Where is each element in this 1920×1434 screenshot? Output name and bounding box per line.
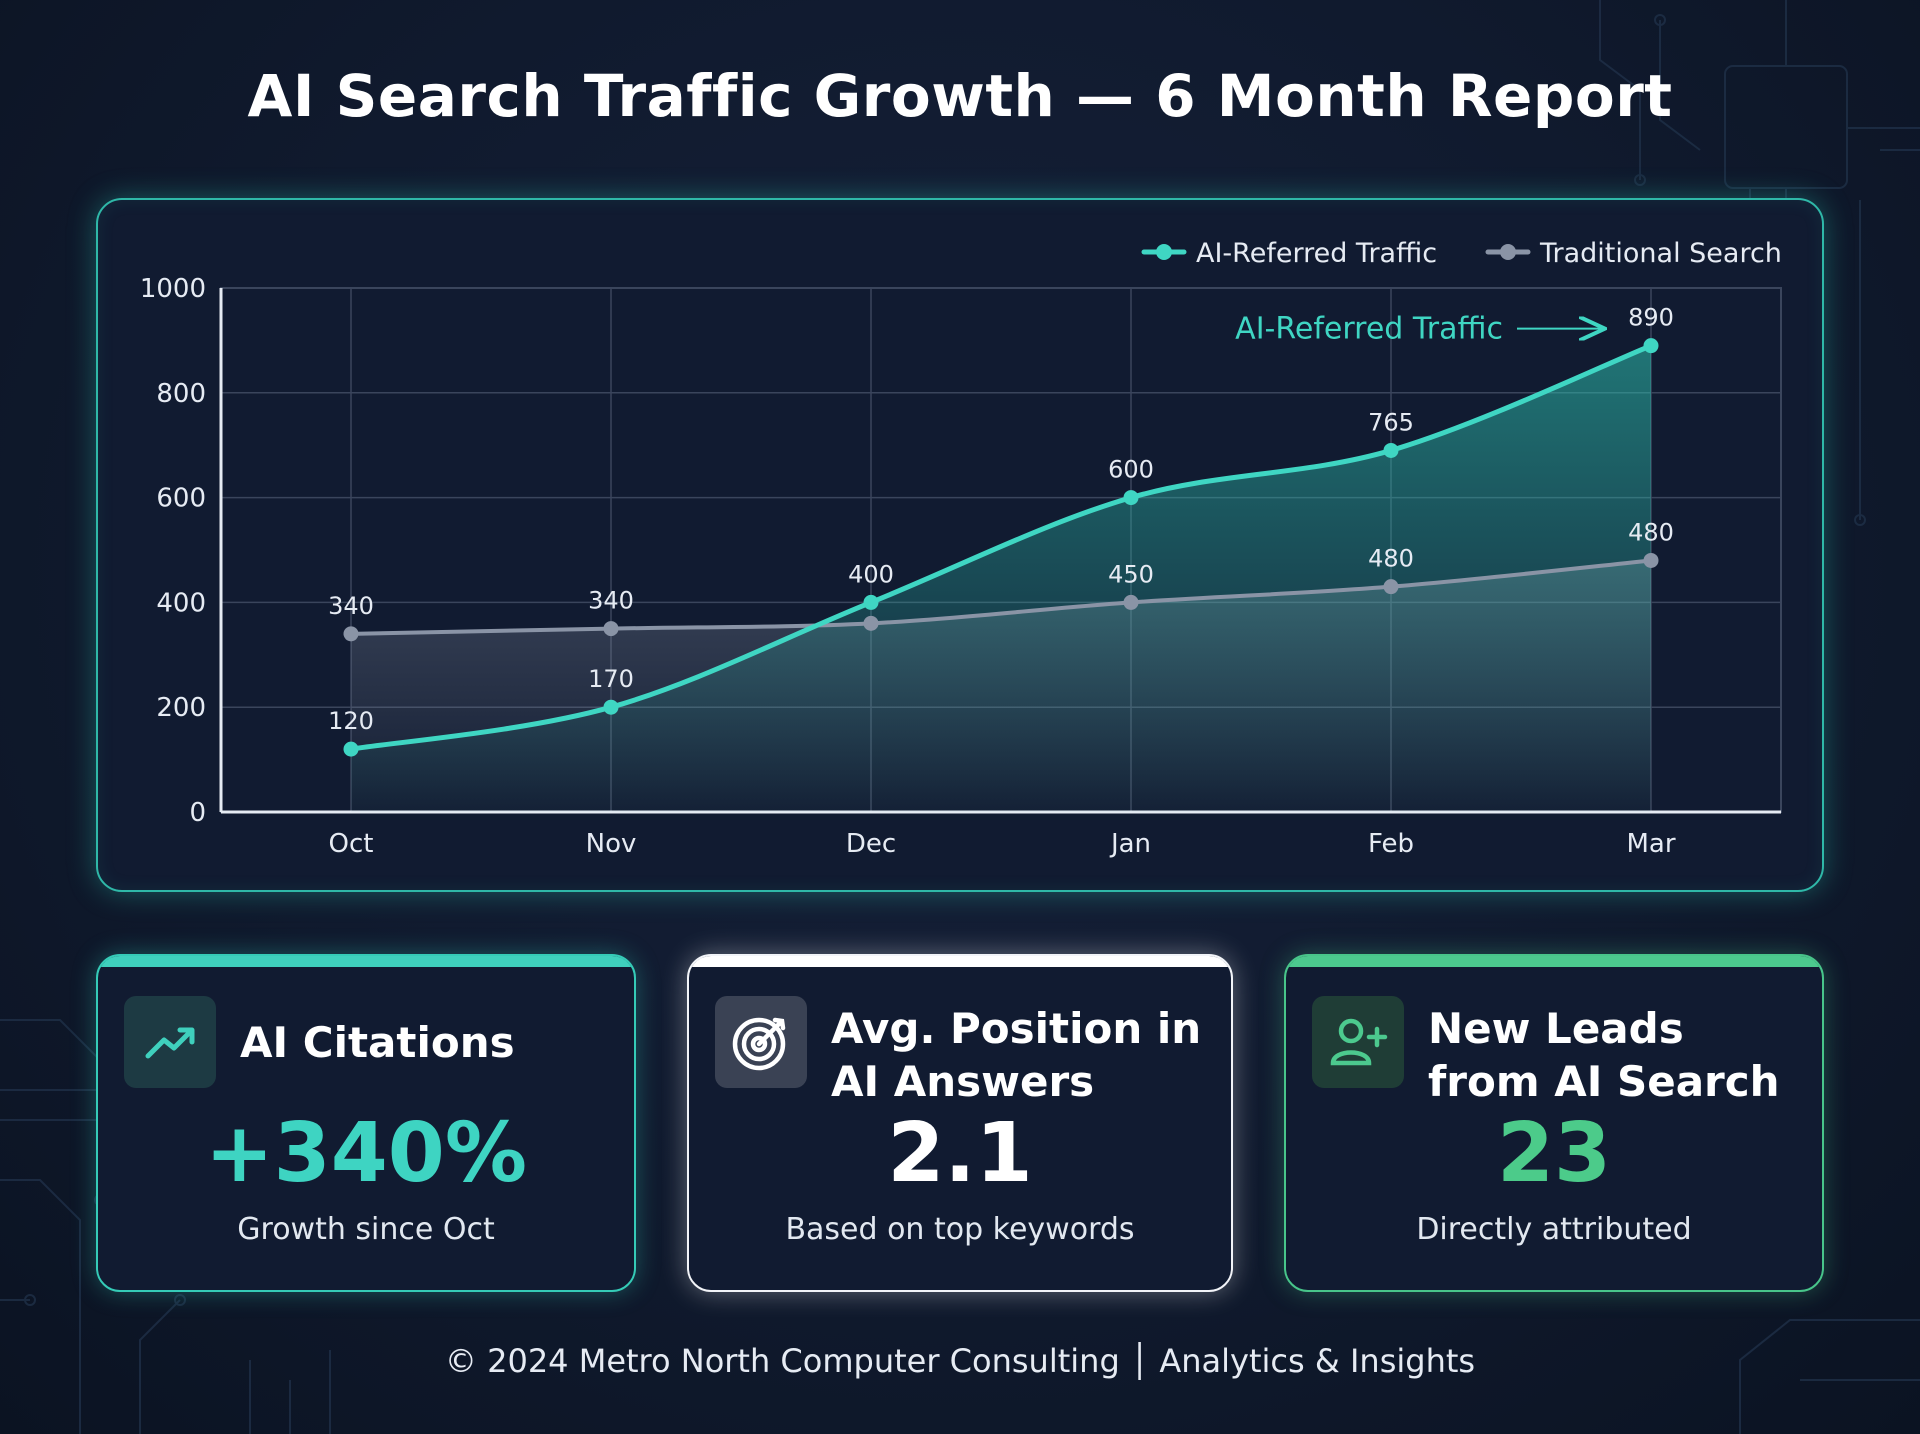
series-line-0 [350, 343, 1652, 752]
x-tick-label: Mar [1626, 829, 1675, 859]
data-point [1123, 594, 1139, 610]
data-point [863, 594, 879, 610]
avg-position-card: Avg. Position in AI Answers 2.1 Based on… [687, 954, 1233, 1292]
x-tick-label: Dec [846, 829, 896, 859]
x-tick-label: Feb [1368, 829, 1414, 859]
data-label: 765 [1368, 408, 1414, 436]
page-title: AI Search Traffic Growth — 6 Month Repor… [247, 62, 1673, 130]
data-label: 890 [1628, 304, 1674, 332]
data-label: 170 [588, 665, 634, 693]
data-point [343, 741, 359, 757]
series-area-0 [351, 345, 1651, 812]
card-title: AI Citations [240, 1018, 515, 1067]
y-tick-label: 800 [156, 379, 206, 409]
data-label: 480 [1628, 518, 1674, 546]
chart-panel: 0 200 400 600 800 1000 Oct Nov Dec Jan Feb Mar 340 3… [96, 198, 1824, 892]
card-title: New Leads from AI Search [1428, 1004, 1780, 1106]
traffic-chart: 0 200 400 600 800 1000 Oct Nov Dec Jan Feb Mar 340 3… [140, 238, 1782, 859]
new-leads-card: New Leads from AI Search 23 Directly att… [1284, 954, 1824, 1292]
series-line-1 [350, 558, 1652, 636]
y-tick-label: 200 [156, 693, 206, 723]
data-label: 480 [1368, 545, 1414, 573]
y-tick-label: 1000 [140, 274, 206, 304]
data-point [1383, 442, 1399, 458]
data-point [343, 626, 359, 642]
ai-citations-card: AI Citations +340% Growth since Oct [96, 954, 636, 1292]
card-value: 23 [1496, 1106, 1612, 1201]
card-subtitle: Directly attributed [1416, 1212, 1692, 1247]
data-label: 120 [328, 707, 374, 735]
card-title: Avg. Position in AI Answers [831, 1004, 1202, 1106]
trending-up-icon [124, 996, 216, 1088]
data-label: 600 [1108, 456, 1154, 484]
card-value: 2.1 [887, 1106, 1033, 1201]
data-label: 450 [1108, 560, 1154, 588]
data-point [603, 699, 619, 715]
x-tick-label: Nov [586, 829, 637, 859]
target-icon [715, 996, 807, 1088]
data-point [1383, 579, 1399, 595]
data-point [1643, 338, 1659, 354]
legend-label: AI-Referred Traffic [1196, 238, 1437, 269]
data-point [1643, 552, 1659, 568]
y-tick-label: 400 [156, 588, 206, 618]
data-point [1123, 490, 1139, 506]
data-point [603, 621, 619, 637]
data-label: 340 [328, 592, 374, 620]
y-tick-label: 600 [156, 484, 206, 514]
card-subtitle: Growth since Oct [237, 1212, 495, 1247]
x-tick-label: Jan [1109, 829, 1151, 859]
user-plus-icon [1312, 996, 1404, 1088]
card-accent-bar [1286, 956, 1822, 967]
annotation-label: AI-Referred Traffic [1235, 312, 1503, 347]
data-label: 340 [588, 587, 634, 615]
card-accent-bar [98, 956, 634, 967]
footer-text: © 2024 Metro North Computer Consulting │… [444, 1342, 1476, 1380]
card-subtitle: Based on top keywords [785, 1212, 1135, 1247]
card-accent-bar [689, 956, 1231, 967]
card-value: +340% [204, 1106, 528, 1201]
data-point [863, 615, 879, 631]
legend-swatch-dot [1156, 244, 1172, 260]
x-tick-label: Oct [329, 829, 374, 859]
legend-swatch-dot [1500, 244, 1516, 260]
legend-label: Traditional Search [1539, 238, 1782, 269]
y-tick-label: 0 [189, 798, 206, 828]
data-label: 400 [848, 560, 894, 588]
